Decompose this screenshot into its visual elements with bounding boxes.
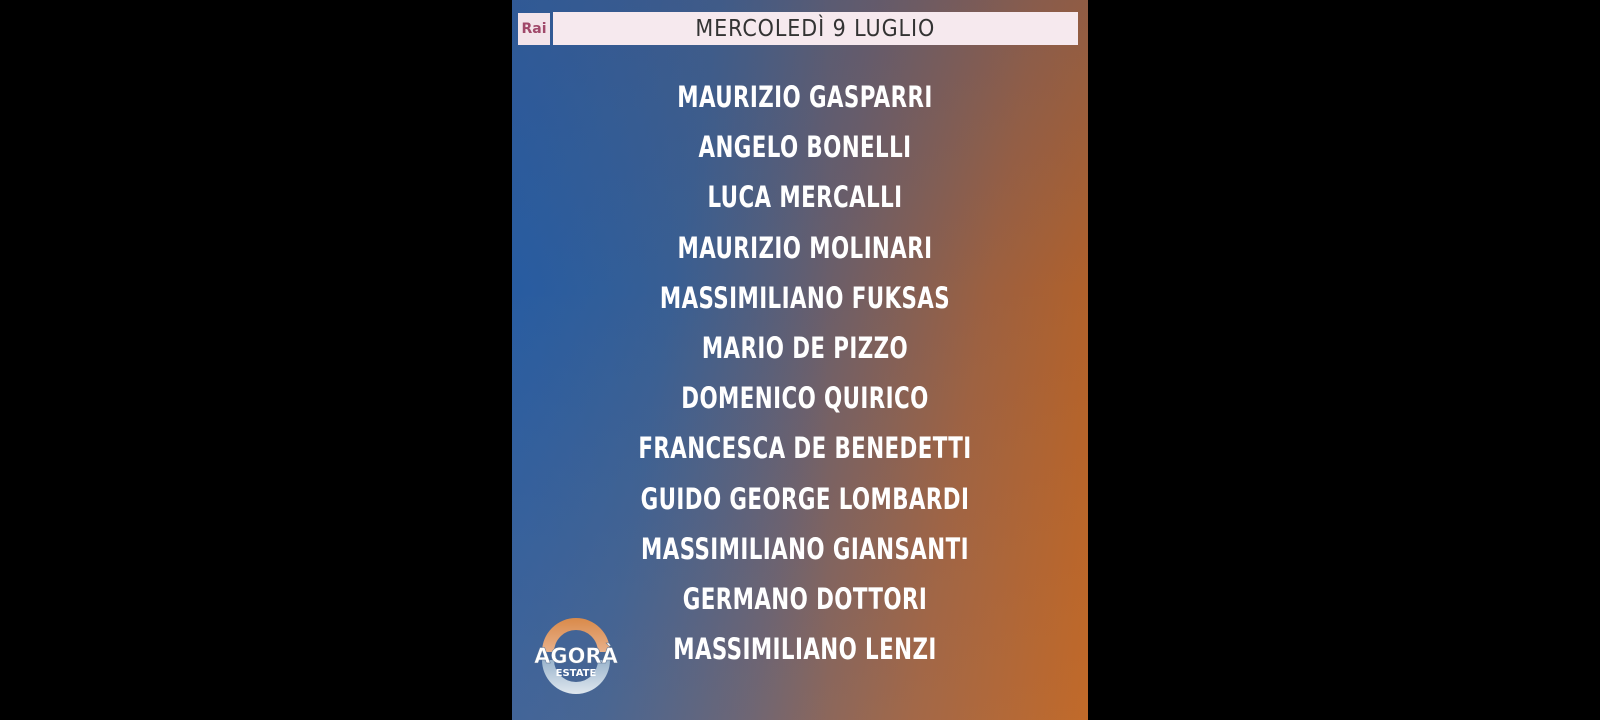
guest-name: MAURIZIO GASPARRI: [677, 80, 933, 114]
guest-list-card: Rai MERCOLEDÌ 9 LUGLIO MAURIZIO GASPARRI…: [512, 0, 1088, 720]
guest-name: MASSIMILIANO GIANSANTI: [641, 531, 969, 566]
guest-list: MAURIZIO GASPARRI ANGELO BONELLI LUCA ME…: [512, 72, 1088, 674]
guest-name: GERMANO DOTTORI: [682, 581, 928, 616]
guest-name: GUIDO GEORGE LOMBARDI: [640, 481, 970, 516]
guest-name: ANGELO BONELLI: [698, 130, 912, 165]
rai-logo: Rai: [518, 13, 550, 45]
logo-line1: AGORÀ: [534, 643, 619, 668]
guest-name: LUCA MERCALLI: [707, 180, 903, 215]
logo-line2: ESTATE: [556, 668, 597, 679]
guest-name: MASSIMILIANO LENZI: [673, 632, 937, 667]
guest-name: MARIO DE PIZZO: [701, 330, 909, 365]
guest-name: FRANCESCA DE BENEDETTI: [638, 431, 972, 466]
guest-name: MASSIMILIANO FUKSAS: [659, 280, 951, 315]
date-header: MERCOLEDÌ 9 LUGLIO: [553, 12, 1078, 45]
guest-name: DOMENICO QUIRICO: [681, 381, 929, 416]
guest-name: MAURIZIO MOLINARI: [677, 230, 933, 265]
date-label: MERCOLEDÌ 9 LUGLIO: [695, 15, 936, 42]
agora-estate-logo: AGORÀ ESTATE: [534, 618, 619, 694]
